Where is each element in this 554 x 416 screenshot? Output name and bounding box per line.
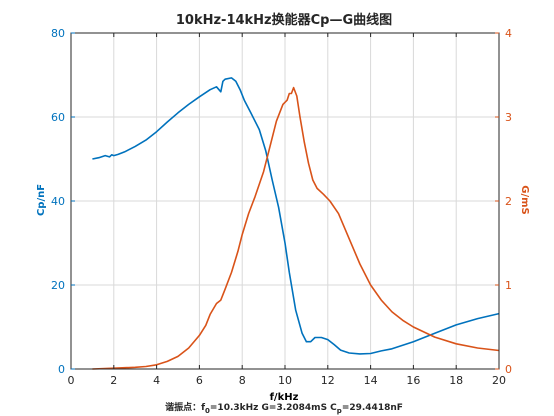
y-right-tick-label: 4 (505, 27, 512, 40)
y-axis-left-label: Cp/nF (36, 184, 47, 216)
x-tick-label: 18 (449, 374, 463, 387)
g-series-line (92, 86, 500, 370)
y-right-tick-label: 0 (505, 363, 512, 376)
annotation-prefix: 谐振点：f (165, 401, 205, 413)
x-tick-label: 16 (406, 374, 420, 387)
y-left-tick-label: 20 (51, 279, 65, 292)
y-left-tick-label: 0 (58, 363, 65, 376)
x-tick-label: 20 (492, 374, 506, 387)
resonance-annotation: 谐振点：f0=10.3kHz G=3.2084mS Cp=29.4418nF (165, 401, 403, 415)
annotation-middle: =10.3kHz G=3.2084mS C (210, 403, 337, 413)
x-tick-label: 8 (239, 374, 246, 387)
y-left-tick-label: 40 (51, 195, 65, 208)
series-group (92, 77, 500, 370)
y-right-tick-label: 3 (505, 111, 512, 124)
y-right-tick-label: 2 (505, 195, 512, 208)
y-axis-right-label: G/mS (519, 185, 530, 214)
grid (70, 32, 500, 370)
y-left-tick-label: 60 (51, 111, 65, 124)
x-tick-label: 2 (110, 374, 117, 387)
annotation-cp-subscript: p (337, 407, 342, 415)
x-tick-label: 0 (68, 374, 75, 387)
x-axis-label: f/kHz (270, 392, 299, 403)
x-tick-label: 12 (321, 374, 335, 387)
annotation-suffix: =29.4418nF (342, 403, 403, 413)
x-tick-label: 14 (364, 374, 378, 387)
y-left-tick-label: 80 (51, 27, 65, 40)
chart-title: 10kHz-14kHz换能器Cp—G曲线图 (176, 12, 392, 28)
annotation-f0-subscript: 0 (205, 407, 210, 415)
x-tick-label: 10 (278, 374, 292, 387)
x-tick-label: 6 (196, 374, 203, 387)
x-tick-label: 4 (153, 374, 160, 387)
y-right-tick-label: 1 (505, 279, 512, 292)
cp-series-line (92, 77, 500, 355)
